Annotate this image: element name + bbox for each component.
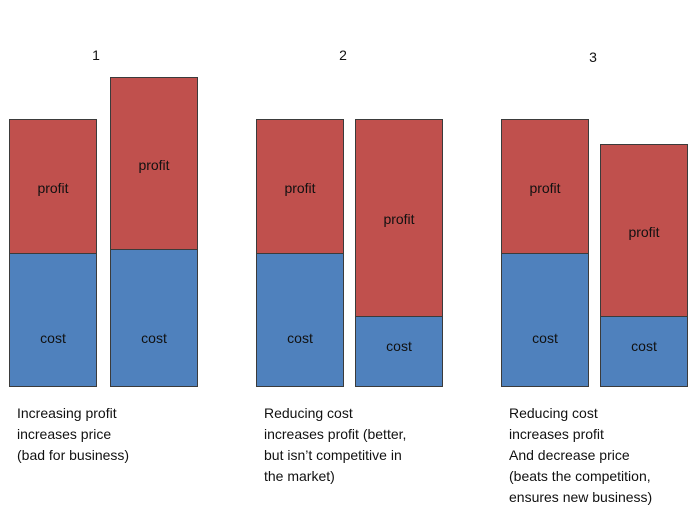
- scenario-2-bar-1: profit cost: [256, 119, 344, 387]
- scenario-2-bar-2: profit cost: [355, 119, 443, 387]
- scenario-1-number: 1: [92, 47, 100, 63]
- caption-line: ensures new business): [509, 489, 653, 505]
- caption-line: (beats the competition,: [509, 468, 651, 484]
- profit-segment: profit: [502, 120, 588, 255]
- caption-line: the market): [264, 468, 335, 484]
- profit-label: profit: [529, 180, 561, 196]
- cost-segment: cost: [601, 316, 687, 386]
- scenario-1-caption: Increasing profit increases price (bad for…: [17, 403, 129, 466]
- caption-line: increases profit (better,: [264, 426, 407, 442]
- caption-line: increases price: [17, 426, 112, 442]
- profit-label: profit: [628, 224, 660, 240]
- cost-label: cost: [287, 330, 313, 346]
- caption-line: And decrease price: [509, 447, 630, 463]
- profit-label: profit: [37, 180, 69, 196]
- scenario-3-caption: Reducing cost increases profit And decreas…: [509, 403, 652, 508]
- cost-label: cost: [631, 338, 657, 354]
- scenario-3-number: 3: [589, 49, 597, 65]
- caption-line: Increasing profit: [17, 405, 117, 421]
- scenario-1-bar-2: profit cost: [110, 77, 198, 387]
- cost-label: cost: [532, 330, 558, 346]
- caption-line: increases profit: [509, 426, 604, 442]
- scenario-3-bar-1: profit cost: [501, 119, 589, 387]
- profit-label: profit: [138, 157, 170, 173]
- caption-line: (bad for business): [17, 447, 130, 463]
- cost-segment: cost: [257, 253, 343, 386]
- profit-segment: profit: [356, 120, 442, 318]
- cost-segment: cost: [10, 253, 96, 386]
- caption-line: but isn’t competitive in: [264, 447, 402, 463]
- profit-label: profit: [284, 180, 316, 196]
- scenario-2-caption: Reducing cost increases profit (better, bu…: [264, 403, 406, 487]
- cost-segment: cost: [502, 253, 588, 386]
- cost-label: cost: [386, 338, 412, 354]
- profit-label: profit: [383, 211, 415, 227]
- cost-segment: cost: [356, 316, 442, 386]
- cost-label: cost: [40, 330, 66, 346]
- scenario-1-bar-1: profit cost: [9, 119, 97, 387]
- cost-segment: cost: [111, 249, 197, 386]
- profit-segment: profit: [257, 120, 343, 255]
- caption-line: Reducing cost: [509, 405, 598, 421]
- caption-line: Reducing cost: [264, 405, 353, 421]
- cost-label: cost: [141, 330, 167, 346]
- profit-segment: profit: [10, 120, 96, 255]
- scenario-2-number: 2: [339, 47, 347, 63]
- scenario-3-bar-2: profit cost: [600, 144, 688, 387]
- profit-segment: profit: [111, 78, 197, 251]
- profit-segment: profit: [601, 145, 687, 318]
